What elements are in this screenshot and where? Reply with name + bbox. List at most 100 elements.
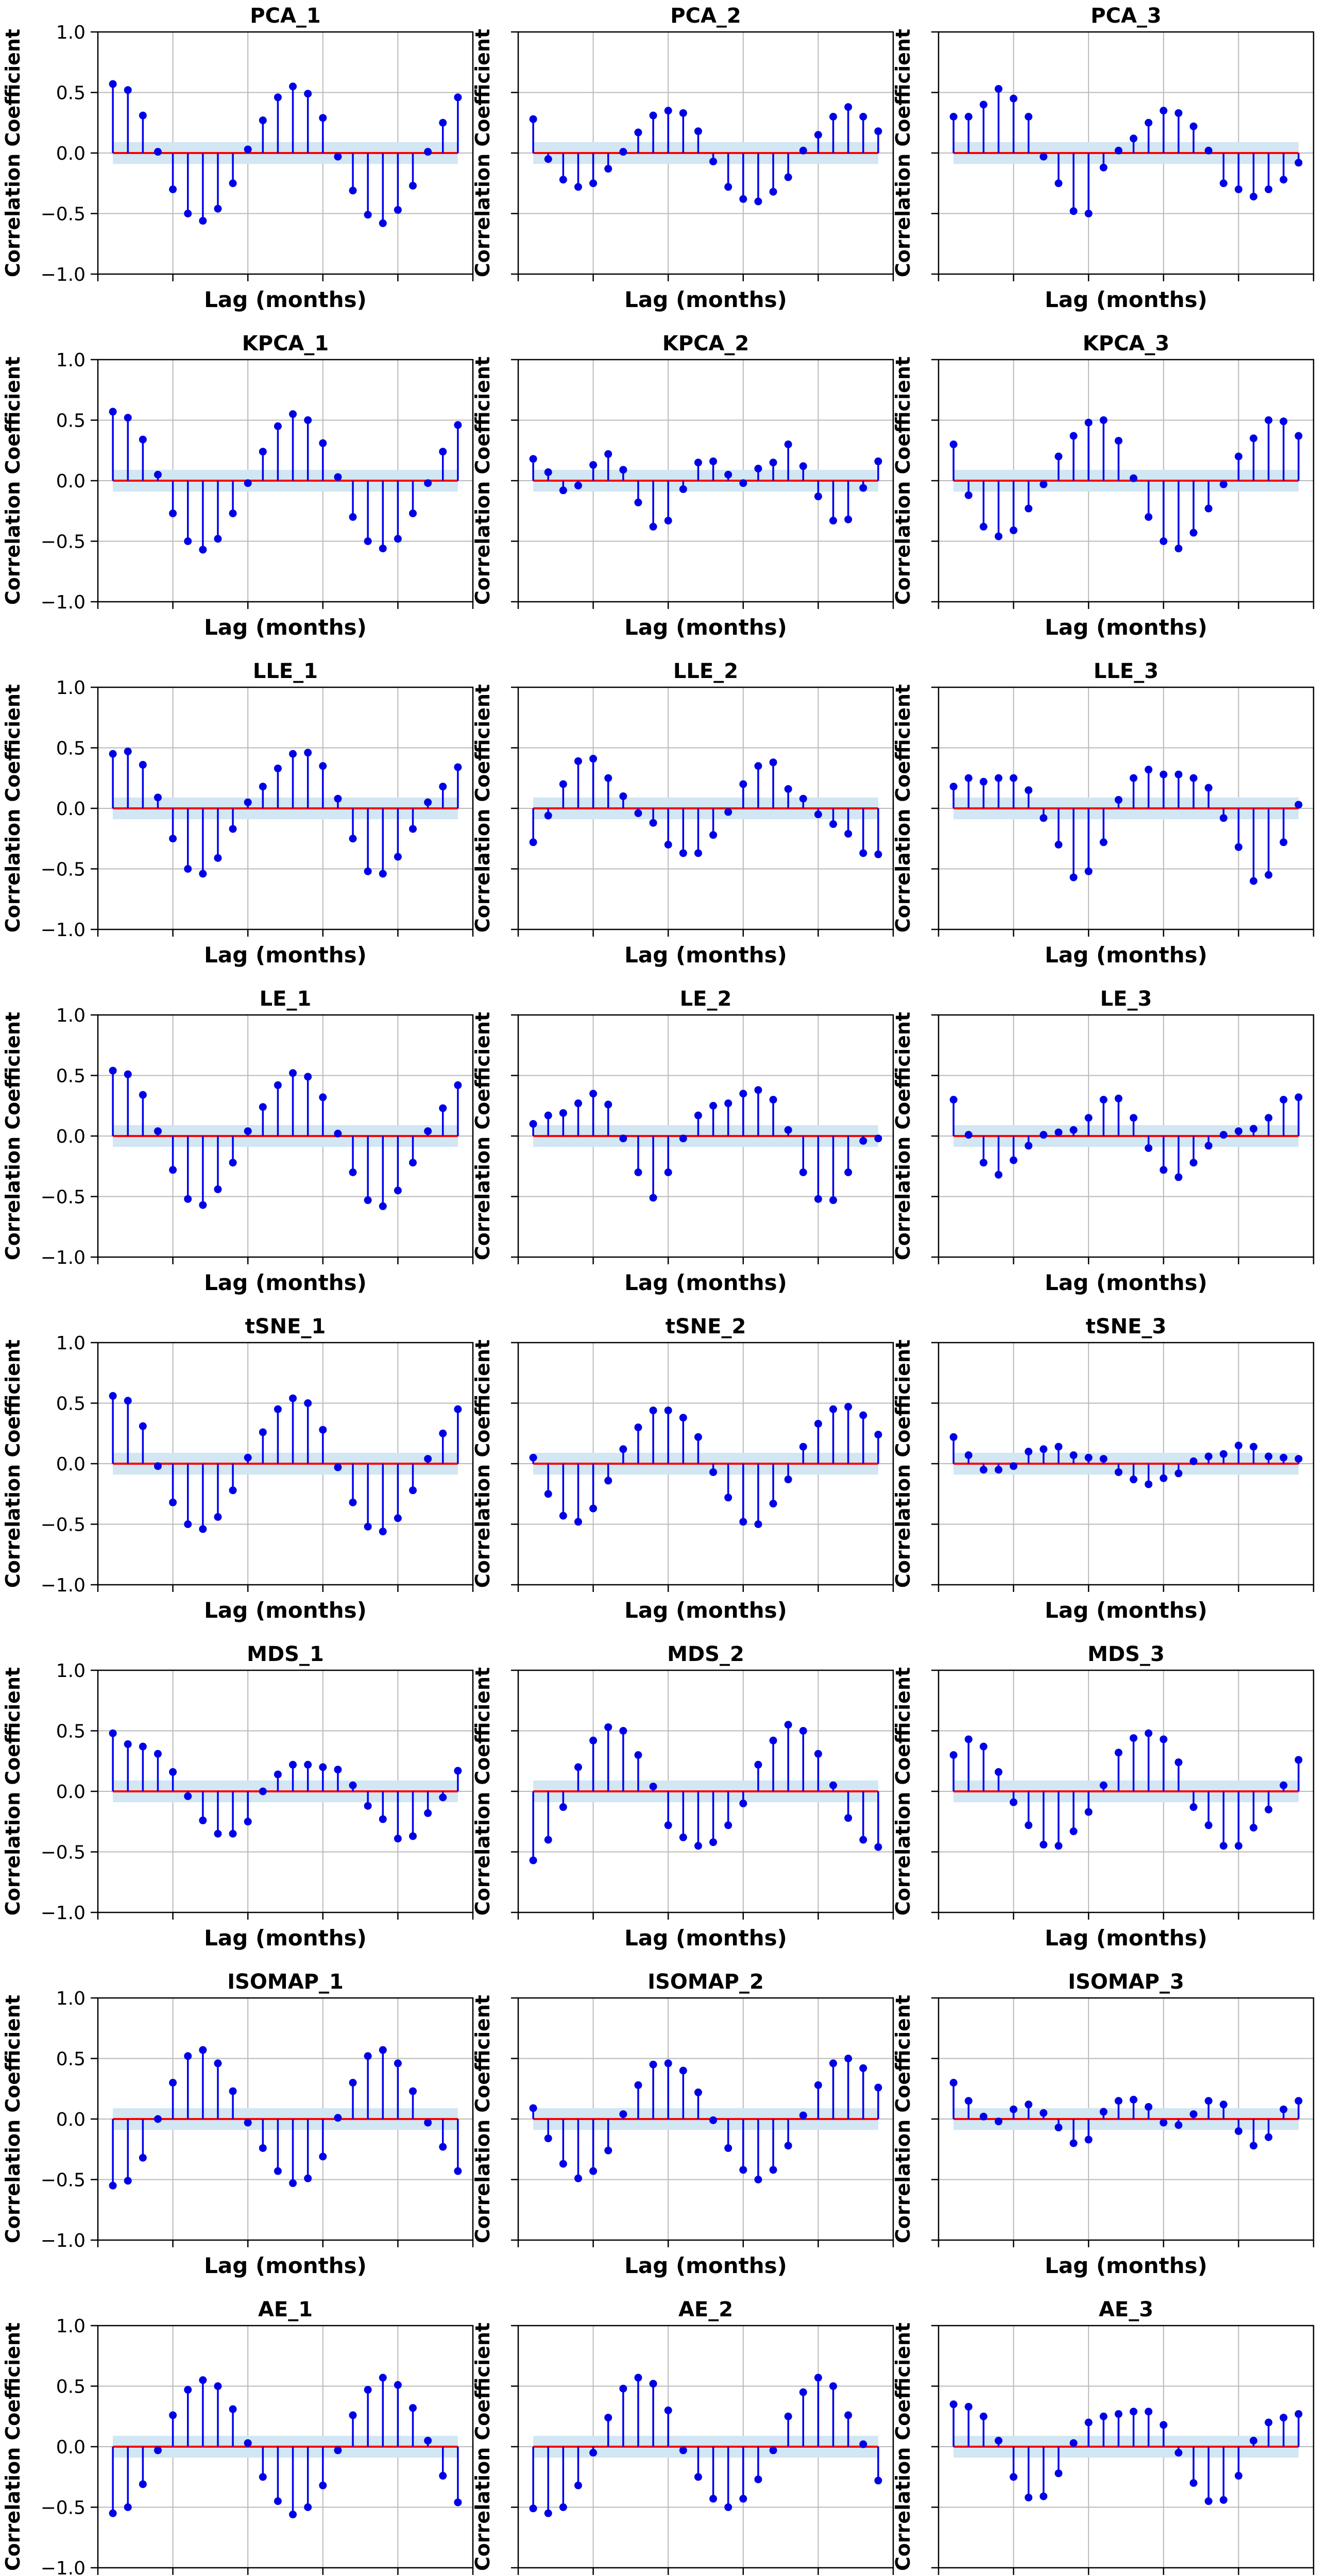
stem-marker xyxy=(574,2481,582,2489)
stem-marker xyxy=(724,470,732,479)
stem-marker xyxy=(739,2495,747,2503)
stem-marker xyxy=(1160,770,1168,778)
x-axis-label: Lag (months) xyxy=(624,287,787,312)
stem-marker xyxy=(1114,436,1122,445)
stem-marker xyxy=(169,835,177,843)
stem-marker xyxy=(589,1090,598,1098)
stem-marker xyxy=(1084,2418,1093,2427)
stem-marker xyxy=(769,2166,777,2174)
stem-marker xyxy=(184,210,192,217)
stem-marker xyxy=(589,1504,598,1513)
subplot-LLE_1: 1.0 0.5 0.0 −0.5 −1.0 LLE_1 Lag (months) Correl… xyxy=(2,659,474,968)
y-axis-label: Correlation Coefficient xyxy=(471,29,494,277)
stem-marker xyxy=(1265,2133,1273,2141)
stem-marker xyxy=(574,183,582,191)
stem-marker xyxy=(754,762,762,770)
y-axis-label: Correlation Coefficient xyxy=(2,1667,24,1916)
stem-marker xyxy=(1025,1821,1033,1829)
stem-marker xyxy=(109,408,117,416)
stem-marker xyxy=(334,2446,342,2454)
stem-marker xyxy=(754,2176,762,2183)
stem-marker xyxy=(559,780,567,788)
subplot-ISOMAP_3: ISOMAP_3 Lag (months) Correlation Coeffici… xyxy=(892,1970,1315,2278)
stem-marker xyxy=(1280,417,1288,426)
stem-marker xyxy=(814,810,822,819)
stem-marker xyxy=(844,515,853,523)
stem-marker xyxy=(394,1514,402,1522)
subplot-KPCA_2: KPCA_2 Lag (months) Correlation Coefficien… xyxy=(471,332,894,640)
stem-marker xyxy=(694,459,702,467)
stem-marker xyxy=(409,1486,417,1495)
stem-marker xyxy=(379,219,387,227)
stem-marker xyxy=(814,1195,822,1203)
stem-marker xyxy=(1280,1781,1288,1789)
stem-marker xyxy=(1280,2414,1288,2422)
stem-marker xyxy=(814,1419,822,1428)
stem-marker xyxy=(619,466,627,474)
stem-marker xyxy=(784,440,792,448)
y-tick-label: −1.0 xyxy=(41,1575,86,1596)
stem-marker xyxy=(574,757,582,765)
subplot-title: MDS_1 xyxy=(247,1642,324,1666)
stem-marker xyxy=(169,509,177,517)
stem-marker xyxy=(1040,480,1048,488)
stem-marker xyxy=(1114,2097,1122,2105)
stem-marker xyxy=(1265,2418,1273,2427)
stem-marker xyxy=(1084,1114,1093,1122)
stem-marker xyxy=(304,90,312,98)
stem-marker xyxy=(334,2114,342,2122)
stem-marker xyxy=(394,535,402,543)
stem-marker xyxy=(1234,185,1242,193)
stem-marker xyxy=(619,1134,627,1143)
subplot-title: LLE_1 xyxy=(253,659,318,683)
stem-marker xyxy=(709,2116,718,2124)
stem-marker xyxy=(574,1763,582,1771)
stem-marker xyxy=(409,2404,417,2412)
stem-marker xyxy=(589,2167,598,2175)
stem-marker xyxy=(799,2111,807,2120)
stem-marker xyxy=(979,100,987,109)
stem-marker xyxy=(1280,1096,1288,1104)
stem-marker xyxy=(799,1443,807,1451)
stem-marker xyxy=(139,1091,147,1099)
y-tick-label: −1.0 xyxy=(41,592,86,613)
stem-marker xyxy=(1294,432,1303,440)
stem-marker xyxy=(289,2511,297,2519)
stem-marker xyxy=(964,1131,973,1139)
stem-marker xyxy=(364,2052,372,2060)
stem-marker xyxy=(739,1090,747,1098)
stem-marker xyxy=(289,410,297,418)
stem-marker xyxy=(814,131,822,139)
stem-marker xyxy=(424,148,432,156)
stem-marker xyxy=(1145,2408,1153,2416)
stem-marker xyxy=(409,1159,417,1167)
stem-marker xyxy=(244,1818,252,1826)
stem-marker xyxy=(1174,109,1183,117)
stem-marker xyxy=(799,794,807,803)
stem-marker xyxy=(304,1760,312,1769)
y-tick-label: −0.5 xyxy=(41,204,86,225)
y-axis-label: Correlation Coefficient xyxy=(2,1340,24,1588)
stem-marker xyxy=(289,2179,297,2188)
stem-marker xyxy=(274,764,282,772)
x-axis-label: Lag (months) xyxy=(624,1598,787,1623)
stem-marker xyxy=(559,2503,567,2511)
y-axis-label: Correlation Coefficient xyxy=(2,1012,24,1260)
stem-marker xyxy=(229,179,237,188)
stem-marker xyxy=(1114,146,1122,155)
stem-marker xyxy=(1160,107,1168,115)
stem-marker xyxy=(394,2059,402,2067)
stem-marker xyxy=(559,1803,567,1811)
y-tick-label: −0.5 xyxy=(41,532,86,553)
subplot-title: ISOMAP_3 xyxy=(1068,1970,1184,1994)
x-axis-label: Lag (months) xyxy=(624,1925,787,1951)
stem-marker xyxy=(1234,843,1242,851)
stem-marker xyxy=(139,1422,147,1430)
stem-marker xyxy=(1084,210,1093,217)
y-axis-label: Correlation Coefficient xyxy=(471,1340,494,1588)
y-axis-label: Correlation Coefficient xyxy=(471,684,494,933)
subplot-MDS_1: 1.0 0.5 0.0 −0.5 −1.0 MDS_1 Lag (months) Correl… xyxy=(2,1642,474,1951)
stem-marker xyxy=(184,537,192,545)
stem-marker xyxy=(874,1431,882,1439)
stem-marker xyxy=(829,2382,838,2390)
